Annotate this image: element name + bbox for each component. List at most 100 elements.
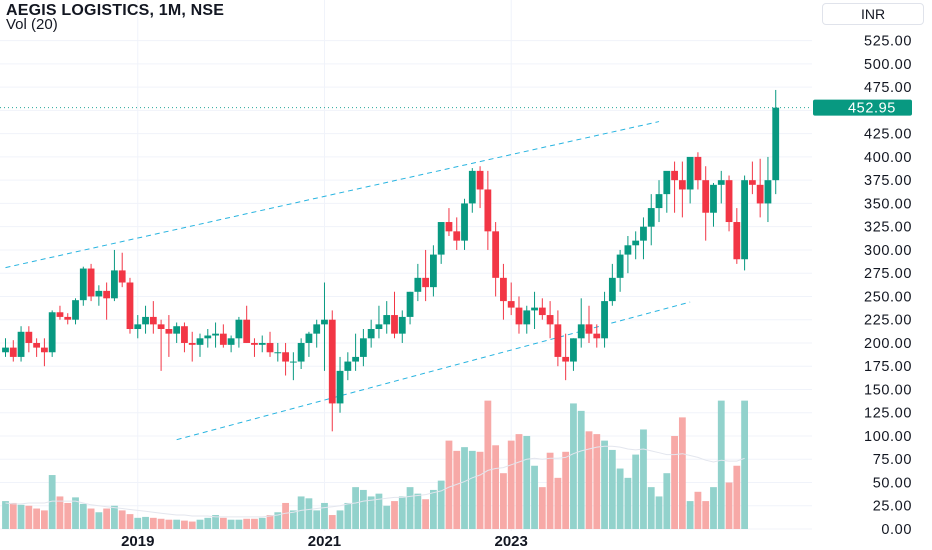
candle-body xyxy=(570,338,577,362)
volume-bar xyxy=(546,452,554,529)
price-tick-label: 125.00 xyxy=(864,406,912,422)
candle-body xyxy=(725,180,733,223)
candle xyxy=(562,333,570,381)
candle xyxy=(196,333,204,357)
volume-bar xyxy=(678,417,686,529)
volume-bar xyxy=(461,447,468,529)
candle xyxy=(764,156,772,223)
volume-bar xyxy=(258,517,266,529)
candle xyxy=(476,166,484,209)
candle xyxy=(756,158,764,218)
candle xyxy=(258,335,266,353)
volume-bar xyxy=(437,480,445,529)
candle-body xyxy=(165,329,173,334)
price-tick-label: 500.00 xyxy=(864,57,912,73)
volume-bar xyxy=(585,431,593,529)
volume-bar xyxy=(149,517,157,529)
volume-bar xyxy=(733,465,741,529)
candle-body xyxy=(251,342,258,345)
candle xyxy=(157,319,165,371)
price-axis[interactable]: 0.00 25.00 50.00 75.00 100.00 125.00 150.00 175… xyxy=(813,34,912,538)
volume-bar xyxy=(694,491,702,529)
volume-bar xyxy=(219,517,227,529)
volume-bar xyxy=(453,450,461,529)
candle xyxy=(142,305,149,334)
candle xyxy=(406,291,414,325)
candle-body xyxy=(204,335,212,339)
volume-bar xyxy=(251,518,258,529)
candle xyxy=(79,266,87,306)
volume-bar xyxy=(616,468,624,529)
candle xyxy=(608,263,616,306)
volume-bar xyxy=(9,502,17,529)
candle-body xyxy=(663,170,671,195)
candle-body xyxy=(476,170,484,190)
trend-line xyxy=(176,301,691,441)
candle xyxy=(305,331,313,357)
volume-bar xyxy=(570,403,577,529)
candle xyxy=(212,322,219,348)
volume-bar xyxy=(87,508,95,529)
volume-bar xyxy=(538,487,546,529)
candle-body xyxy=(593,333,601,339)
volume-bar xyxy=(289,510,297,529)
candle xyxy=(593,324,601,348)
candle xyxy=(601,291,608,348)
candle-body xyxy=(484,189,492,232)
candle xyxy=(17,326,25,362)
volume-bar xyxy=(554,477,562,529)
candle-body xyxy=(492,231,500,278)
candle-body xyxy=(430,254,437,288)
candle-body xyxy=(702,180,710,213)
candle xyxy=(103,282,111,320)
trend-channel-lines[interactable] xyxy=(5,121,691,441)
candle xyxy=(321,282,328,371)
candle-body xyxy=(391,315,398,334)
candle xyxy=(616,249,624,292)
candle-body xyxy=(616,254,624,278)
time-axis[interactable]: 2019 2021 2023 xyxy=(121,533,528,550)
volume-bar xyxy=(383,505,391,529)
candle xyxy=(359,329,367,367)
candle xyxy=(111,249,118,302)
candle xyxy=(577,298,585,348)
candle xyxy=(710,182,717,227)
candle xyxy=(500,263,507,320)
volume-bar xyxy=(344,502,352,529)
candle-body xyxy=(274,352,282,354)
candle-body xyxy=(375,324,383,330)
volume-bar xyxy=(266,515,274,529)
candle xyxy=(398,310,406,343)
candle xyxy=(717,170,725,204)
price-tick-label: 375.00 xyxy=(864,173,912,189)
volume-bar xyxy=(173,519,181,529)
volume-bar xyxy=(2,501,9,529)
volume-bar xyxy=(328,515,336,529)
candle-body xyxy=(126,282,134,330)
price-tick-label: 100.00 xyxy=(864,429,912,445)
candle xyxy=(391,291,398,339)
symbol-title[interactable]: AEGIS LOGISTICS, 1M, NSE xyxy=(6,2,225,19)
candle xyxy=(640,217,647,260)
candle-body xyxy=(554,324,562,357)
volume-bar xyxy=(725,482,733,529)
candle-body xyxy=(142,316,149,325)
volume-bar xyxy=(531,465,538,529)
candle xyxy=(149,301,157,334)
volume-bar xyxy=(406,487,414,529)
candle xyxy=(741,175,748,271)
candle xyxy=(352,333,359,371)
candle-body xyxy=(173,326,181,334)
volume-bar xyxy=(212,515,219,529)
candle-body xyxy=(336,370,344,404)
volume-indicator-label[interactable]: Vol (20) xyxy=(6,16,58,33)
price-tick-label: 425.00 xyxy=(864,127,912,143)
volume-bar xyxy=(523,435,531,529)
price-tick-label: 225.00 xyxy=(864,313,912,329)
candle xyxy=(663,170,671,213)
volume-bar xyxy=(126,514,134,529)
candle-body xyxy=(64,316,72,320)
currency-button[interactable]: INR xyxy=(822,3,924,25)
price-tick-label: 350.00 xyxy=(864,196,912,212)
